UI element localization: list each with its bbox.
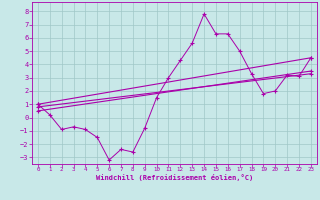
X-axis label: Windchill (Refroidissement éolien,°C): Windchill (Refroidissement éolien,°C) — [96, 174, 253, 181]
